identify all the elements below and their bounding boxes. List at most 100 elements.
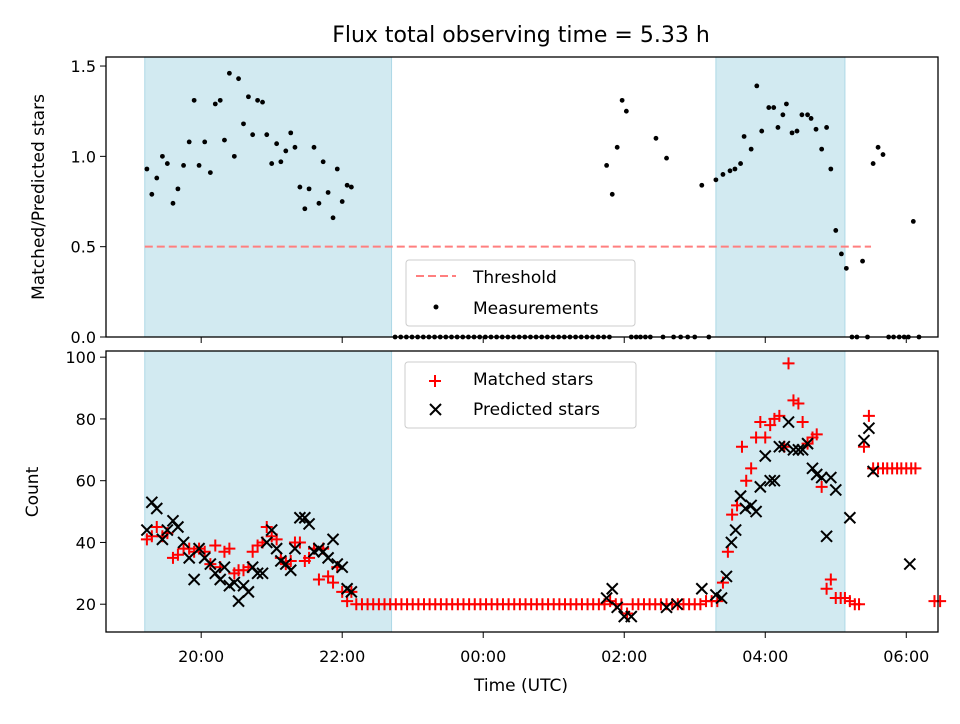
measurements-legend-label: Measurements — [473, 299, 599, 319]
x-tick-label: 00:00 — [460, 647, 506, 666]
matched-point — [312, 573, 325, 586]
measurement-point — [269, 161, 275, 166]
predicted-point — [787, 443, 800, 457]
measurement-point — [653, 135, 659, 141]
measurement-point — [320, 159, 326, 165]
predicted-point — [298, 511, 312, 524]
measurement-point — [780, 112, 786, 118]
matched-point — [824, 573, 837, 586]
measurement-point — [207, 170, 213, 176]
predicted-point — [829, 483, 842, 497]
predicted-point — [749, 505, 763, 518]
predicted-point — [284, 564, 297, 577]
predicted-point — [625, 610, 638, 623]
measurement-point — [727, 168, 733, 174]
measurement-point — [181, 162, 186, 168]
measurement-point — [910, 218, 916, 224]
x-tick-label: 20:00 — [178, 647, 224, 666]
predicted-point — [150, 502, 163, 515]
matched-point — [322, 570, 335, 583]
predicted-point — [302, 517, 316, 531]
predicted-point — [778, 440, 791, 453]
predicted-point — [606, 582, 619, 595]
predicted-point — [815, 471, 828, 484]
measurement-point — [748, 146, 754, 152]
predicted-point — [156, 533, 169, 546]
predicted-point — [161, 523, 174, 537]
measurement-point — [813, 126, 819, 132]
measurement-point — [250, 132, 256, 138]
measurement-point — [175, 186, 181, 192]
measurement-point — [870, 161, 876, 166]
predicted-point — [725, 536, 738, 549]
measurement-point — [260, 99, 265, 105]
measurement-point — [875, 144, 881, 150]
predicted-point — [866, 465, 880, 478]
predicted-point — [182, 551, 196, 565]
matched-point — [815, 480, 828, 493]
measurement-point — [154, 175, 160, 181]
predicted-point — [256, 567, 269, 580]
measurement-point — [860, 258, 865, 264]
measurement-point — [808, 116, 814, 121]
matched-point — [171, 548, 184, 561]
predicted-point — [660, 601, 673, 614]
top-y-ticks: 0.0 0.5 1.0 1.5 — [71, 57, 106, 347]
y-tick-label: 0.0 — [71, 328, 96, 347]
matched-point — [246, 545, 259, 558]
matched-point — [853, 598, 866, 611]
matched-point — [223, 542, 236, 555]
chart-title: Flux total observing time = 5.33 h — [332, 23, 710, 48]
matched-point — [754, 416, 767, 429]
matched-point — [327, 576, 340, 589]
matched-point — [726, 508, 739, 521]
predicted-point — [843, 511, 857, 524]
measurement-point — [713, 177, 719, 183]
predicted-point — [768, 474, 781, 487]
measurement-point — [283, 148, 289, 154]
bottom-axes-frame — [105, 350, 939, 633]
predicted-legend-marker — [429, 403, 442, 416]
measurement-point — [274, 141, 280, 147]
predicted-point — [288, 542, 302, 555]
measurement-point — [614, 144, 620, 150]
predicted-point — [773, 440, 786, 453]
matched-point — [293, 536, 306, 549]
predicted-point — [232, 594, 245, 608]
matched-point — [150, 521, 163, 534]
predicted-point — [335, 560, 349, 574]
predicted-point — [754, 480, 767, 494]
matched-legend-label: Matched stars — [473, 370, 593, 390]
matched-legend-marker — [429, 375, 441, 387]
predicted-point — [345, 585, 358, 599]
measurement-point — [255, 97, 260, 103]
x-tick-label: 06:00 — [883, 647, 929, 666]
predicted-point — [228, 576, 241, 589]
y-tick-label: 0.5 — [71, 238, 96, 257]
measurement-point — [226, 70, 232, 76]
predicted-point — [270, 542, 283, 555]
predicted-point — [600, 591, 613, 605]
threshold-legend-label: Threshold — [472, 268, 557, 288]
predicted-point — [177, 536, 190, 549]
predicted-point — [734, 489, 747, 503]
matched-point — [209, 539, 222, 552]
predicted-point — [187, 573, 201, 586]
predicted-point — [670, 598, 684, 611]
predicted-point — [204, 557, 217, 571]
measurement-point — [164, 161, 170, 166]
measurement-point — [160, 153, 165, 159]
measurement-point — [664, 155, 669, 161]
matched-point — [198, 545, 211, 558]
predicted-point — [720, 570, 733, 583]
measurement-point — [278, 159, 284, 165]
matched-point — [764, 419, 777, 432]
matched-point — [721, 545, 734, 558]
measurement-point — [311, 144, 317, 150]
measurement-point — [789, 130, 795, 136]
measurement-point — [339, 199, 345, 204]
matched-point — [909, 462, 922, 475]
predicted-point — [806, 462, 819, 475]
matched-point — [759, 431, 772, 444]
